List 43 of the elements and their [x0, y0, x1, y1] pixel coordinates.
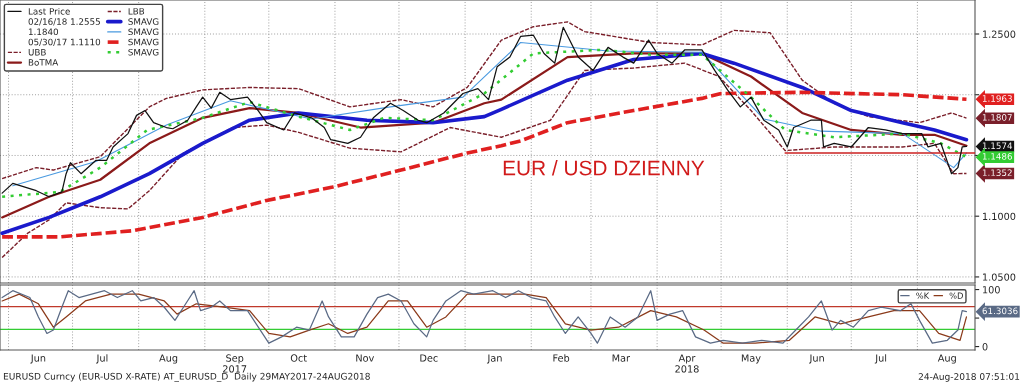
x-tick-label: Aug: [937, 354, 956, 364]
legend-label: SMAVG: [128, 38, 159, 46]
y-tick-label: 100: [983, 286, 1000, 294]
data-label: 1.1574: [982, 142, 1013, 150]
legend-label: Last Price: [28, 7, 70, 15]
legend-label: BoTMA: [28, 59, 59, 66]
y-tick-label: 1.1000: [983, 212, 1016, 221]
x-tick-label: Nov: [356, 354, 375, 362]
text: 24-Aug-2018 07:51:01: [918, 373, 1020, 382]
x-tick-label: Jul: [96, 354, 108, 364]
legend-label: UBB: [28, 49, 46, 56]
x-tick-label: Dec: [420, 354, 438, 362]
x-tick-label: Jun: [30, 354, 46, 364]
data-label: 1.1807: [982, 114, 1012, 121]
legend-label: LBB: [128, 8, 145, 15]
line-series: [0, 90, 969, 239]
x-tick-label: Aug: [159, 354, 178, 364]
legend-label: SMAVG: [128, 18, 159, 25]
text: EURUSD Curncy (EUR-USD X-RATE) AT_EURUSD_D Daily 29MAY2017-24AUG2018: [3, 372, 370, 382]
annotation: 1.1840: [28, 28, 59, 36]
x-tick-label: Mar: [612, 354, 631, 362]
x-tick-label: Oct: [290, 354, 307, 362]
y-tick-label: 1.0500: [983, 273, 1016, 281]
annotation: 05/30/17 1.1110: [28, 38, 101, 46]
annotation: 02/16/18 1.2555: [28, 18, 100, 26]
y-tick-label: 1.2500: [983, 30, 1016, 38]
legend-label: %D: [949, 292, 963, 299]
legend-label: SMAVG: [128, 48, 159, 56]
x-tick-label: Sep 2017: [223, 354, 247, 373]
data-label: 1.1963: [982, 95, 1012, 102]
legend-label: SMAVG: [128, 28, 159, 36]
x-tick-label: May: [741, 354, 761, 364]
legend-label: %K: [916, 292, 930, 299]
data-label: 1.1352: [982, 169, 1012, 176]
text: EUR / USD DZIENNY: [503, 160, 705, 176]
x-tick-label: Feb: [553, 354, 570, 362]
x-tick-label: Jan: [486, 354, 502, 364]
data-label: 61.3036: [982, 307, 1018, 315]
x-tick-label: Apr 2018: [675, 354, 699, 373]
x-tick-label: Jun: [809, 354, 824, 364]
x-tick-label: Jul: [874, 354, 887, 364]
data-label: 1.1486: [982, 153, 1013, 160]
y-tick-label: 0: [982, 343, 988, 351]
